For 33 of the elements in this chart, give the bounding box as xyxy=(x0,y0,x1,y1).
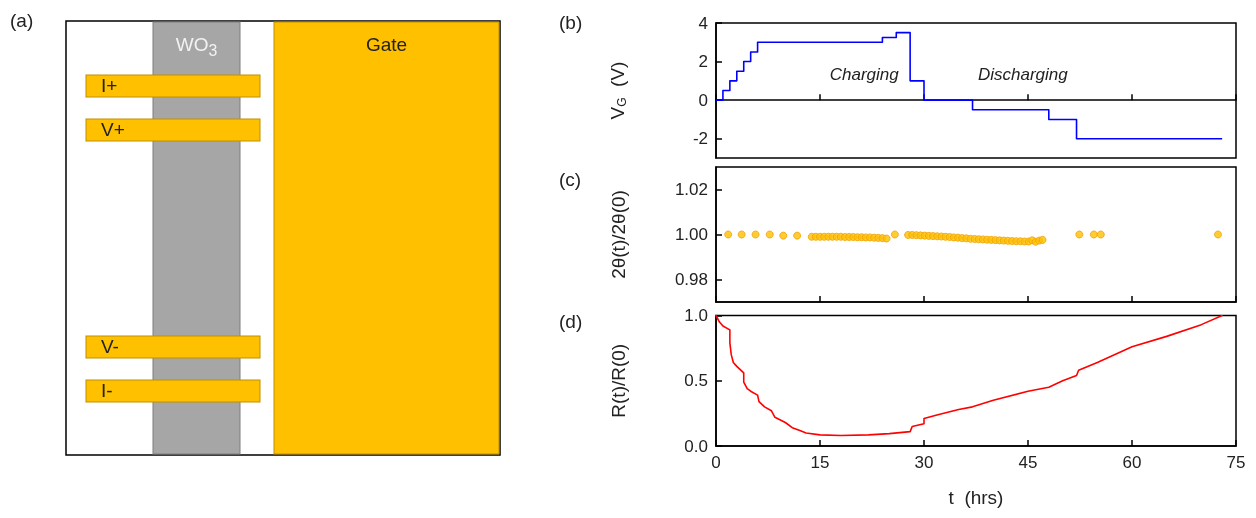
x-tick-label: 15 xyxy=(810,453,830,472)
y-tick-label: 0.0 xyxy=(684,436,708,456)
annotation: Discharging xyxy=(977,64,1069,84)
x-tick-label: 0 xyxy=(711,453,721,472)
x-tick-label: 60 xyxy=(1122,453,1142,472)
y-tick-label: 0.5 xyxy=(684,371,708,391)
x-tick-label: 45 xyxy=(1018,453,1038,472)
text: (a) xyxy=(10,10,34,32)
y-tick-label: 0.98 xyxy=(674,270,708,289)
y-tick-label: 1.02 xyxy=(674,180,708,199)
y-tick-label: 4 xyxy=(698,13,708,33)
text: Gate xyxy=(364,34,409,56)
x-tick-label: 30 xyxy=(914,453,934,472)
text: I+ xyxy=(101,75,118,97)
chart-title: (d) xyxy=(559,311,583,332)
y-tick-label: 1.00 xyxy=(674,225,708,244)
chart-title: (c) xyxy=(559,169,582,190)
x-tick-label: 75 xyxy=(1226,453,1246,472)
y-axis-title: R(t)/R(0) xyxy=(608,343,629,418)
text: V- xyxy=(101,336,119,358)
y-tick-label: -2 xyxy=(692,129,708,149)
y-axis-title: VG (V) xyxy=(606,61,629,120)
y-tick-label: 0 xyxy=(698,90,708,110)
y-tick-label: 1.0 xyxy=(684,306,708,325)
text: I- xyxy=(101,380,113,402)
y-tick-label: 2 xyxy=(698,52,708,72)
y-axis-title: 2θ(t)/2θ(0) xyxy=(608,190,629,279)
text: WO$_{3}$ xyxy=(174,34,219,61)
text: V+ xyxy=(101,119,125,141)
annotation: Charging xyxy=(829,64,900,84)
x-axis-title: t (hrs) xyxy=(948,487,1004,508)
line-series xyxy=(715,314,1223,437)
chart-title: (b) xyxy=(559,12,583,33)
